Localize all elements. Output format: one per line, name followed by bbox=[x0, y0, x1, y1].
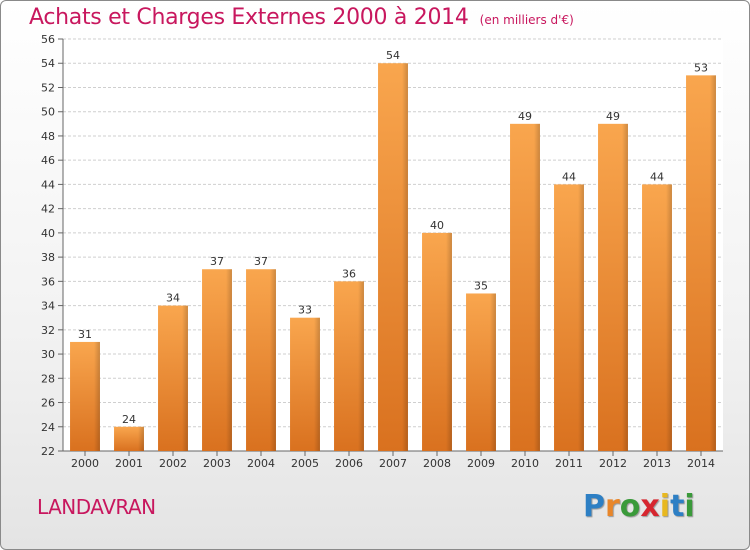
proxiti-logo: Proxiti bbox=[583, 489, 695, 524]
bar-shade bbox=[378, 63, 408, 452]
bar-shade bbox=[554, 184, 584, 452]
x-tick-label: 2006 bbox=[335, 457, 363, 470]
logo-letter: x bbox=[640, 489, 660, 524]
y-tick-label: 44 bbox=[41, 178, 55, 191]
data-label: 24 bbox=[122, 413, 136, 426]
x-tick-label: 2010 bbox=[511, 457, 539, 470]
x-tick-label: 2005 bbox=[291, 457, 319, 470]
x-tick-label: 2014 bbox=[687, 457, 715, 470]
x-tick-label: 2009 bbox=[467, 457, 495, 470]
data-label: 49 bbox=[518, 110, 532, 123]
y-tick-label: 22 bbox=[41, 445, 55, 458]
bar-shade bbox=[642, 184, 672, 452]
unit-note: (en milliers d'€) bbox=[479, 13, 574, 27]
y-tick-label: 40 bbox=[41, 227, 55, 240]
data-label: 37 bbox=[254, 255, 268, 268]
x-tick-label: 2001 bbox=[115, 457, 143, 470]
y-tick-label: 42 bbox=[41, 203, 55, 216]
y-tick-label: 54 bbox=[41, 57, 55, 70]
y-tick-label: 34 bbox=[41, 300, 55, 313]
y-tick-label: 48 bbox=[41, 130, 55, 143]
logo-letter: o bbox=[619, 489, 641, 524]
y-tick-label: 56 bbox=[41, 33, 55, 46]
x-tick-label: 2002 bbox=[159, 457, 187, 470]
bar-shade bbox=[686, 75, 716, 452]
x-tick-label: 2013 bbox=[643, 457, 671, 470]
title-text: Achats et Charges Externes 2000 à 2014 bbox=[29, 5, 469, 30]
bar-shade bbox=[598, 123, 628, 451]
y-tick-label: 28 bbox=[41, 372, 55, 385]
data-label: 34 bbox=[166, 292, 180, 305]
bar-shade bbox=[202, 269, 232, 451]
bar-shade bbox=[334, 281, 364, 451]
y-tick-label: 24 bbox=[41, 421, 55, 434]
data-label: 44 bbox=[650, 170, 664, 183]
x-tick-label: 2007 bbox=[379, 457, 407, 470]
logo-letter: t bbox=[670, 489, 685, 524]
data-label: 53 bbox=[694, 61, 708, 74]
x-tick-label: 2011 bbox=[555, 457, 583, 470]
data-label: 31 bbox=[78, 328, 92, 341]
x-tick-label: 2004 bbox=[247, 457, 275, 470]
data-label: 49 bbox=[606, 110, 620, 123]
y-tick-label: 36 bbox=[41, 275, 55, 288]
location-label: LANDAVRAN bbox=[37, 495, 156, 519]
y-tick-label: 38 bbox=[41, 251, 55, 264]
logo-letter: P bbox=[583, 489, 605, 524]
bar-shade bbox=[114, 426, 144, 451]
y-tick-label: 32 bbox=[41, 324, 55, 337]
logo-letter: i bbox=[684, 489, 695, 524]
data-label: 54 bbox=[386, 49, 400, 62]
logo-letter: i bbox=[659, 489, 671, 524]
data-label: 35 bbox=[474, 279, 488, 292]
logo-letter: r bbox=[605, 489, 620, 524]
bar-shade bbox=[70, 341, 100, 451]
y-tick-label: 46 bbox=[41, 154, 55, 167]
y-tick-label: 26 bbox=[41, 397, 55, 410]
bar-shade bbox=[290, 317, 320, 451]
bar-shade bbox=[158, 305, 188, 451]
bar-shade bbox=[246, 269, 276, 451]
bar-shade bbox=[466, 293, 496, 451]
bar-shade bbox=[422, 232, 452, 451]
x-tick-label: 2008 bbox=[423, 457, 451, 470]
data-label: 37 bbox=[210, 255, 224, 268]
data-label: 40 bbox=[430, 219, 444, 232]
data-label: 36 bbox=[342, 267, 356, 280]
y-tick-label: 50 bbox=[41, 106, 55, 119]
x-tick-label: 2000 bbox=[71, 457, 99, 470]
chart-title: Achats et Charges Externes 2000 à 2014 (… bbox=[29, 5, 574, 30]
x-tick-label: 2003 bbox=[203, 457, 231, 470]
bar-shade bbox=[510, 123, 540, 451]
data-label: 44 bbox=[562, 170, 576, 183]
x-tick-label: 2012 bbox=[599, 457, 627, 470]
y-tick-label: 52 bbox=[41, 81, 55, 94]
data-label: 33 bbox=[298, 304, 312, 317]
y-tick-label: 30 bbox=[41, 348, 55, 361]
